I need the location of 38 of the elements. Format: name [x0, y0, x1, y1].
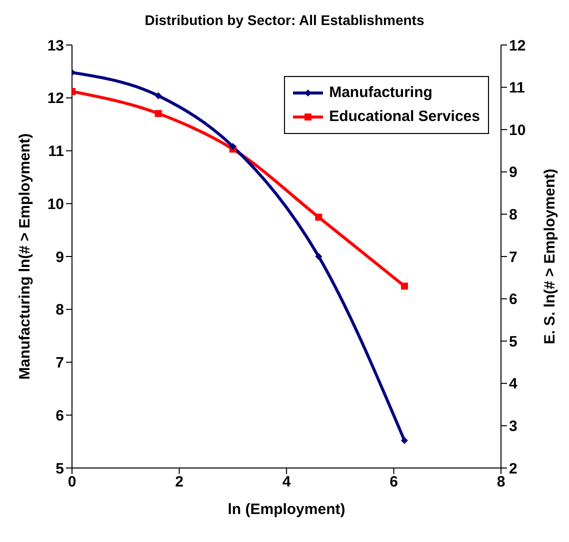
point	[400, 282, 408, 290]
y2-tick-label: 5	[509, 333, 518, 350]
y2-tick-label: 9	[509, 164, 518, 182]
y2-tick-label: 4	[509, 376, 518, 393]
x-tick-label: 2	[175, 474, 184, 491]
y2-tick-label: 12	[509, 37, 526, 54]
y2-tick-label: 7	[509, 248, 518, 266]
y2-tick-label: 2	[509, 460, 518, 478]
x-tick-label: 4	[282, 474, 292, 491]
y2-tick-label: 8	[509, 206, 518, 224]
point	[154, 92, 162, 100]
x-tick-label: 0	[68, 474, 76, 491]
y-tick-label: 8	[56, 302, 64, 319]
y2-tick-label: 6	[509, 291, 518, 308]
y2-tick-label: 10	[509, 122, 526, 139]
y2-tick-label: 11	[509, 80, 525, 97]
y-tick-label: 11	[48, 143, 64, 160]
legend-label: Manufacturing	[328, 83, 434, 103]
y-tick-label: 9	[56, 248, 64, 266]
point	[315, 253, 322, 260]
y-axis-title: Manufacturing ln(# > Employment)	[16, 133, 34, 380]
point	[154, 110, 162, 118]
y-tick-label: 6	[56, 407, 64, 424]
x-tick-label: 6	[390, 474, 398, 491]
point	[400, 437, 408, 444]
y2-tick-label: 3	[509, 418, 518, 436]
chart-title: Distribution by Sector: All Establishments	[144, 12, 426, 28]
y-tick-label: 10	[47, 196, 64, 213]
y2-axis-title: E. S. ln(# > Employment)	[541, 168, 558, 344]
y-tick-label: 7	[56, 354, 64, 372]
x-tick-label: 8	[496, 474, 506, 491]
x-axis-title: ln (Employment)	[228, 501, 346, 518]
point	[315, 214, 322, 221]
point	[229, 143, 236, 150]
y-tick-label: 12	[47, 90, 64, 108]
y-tick-label: 13	[47, 37, 64, 54]
legend-label: Educational Services	[328, 107, 480, 127]
y-tick-label: 5	[56, 460, 64, 478]
